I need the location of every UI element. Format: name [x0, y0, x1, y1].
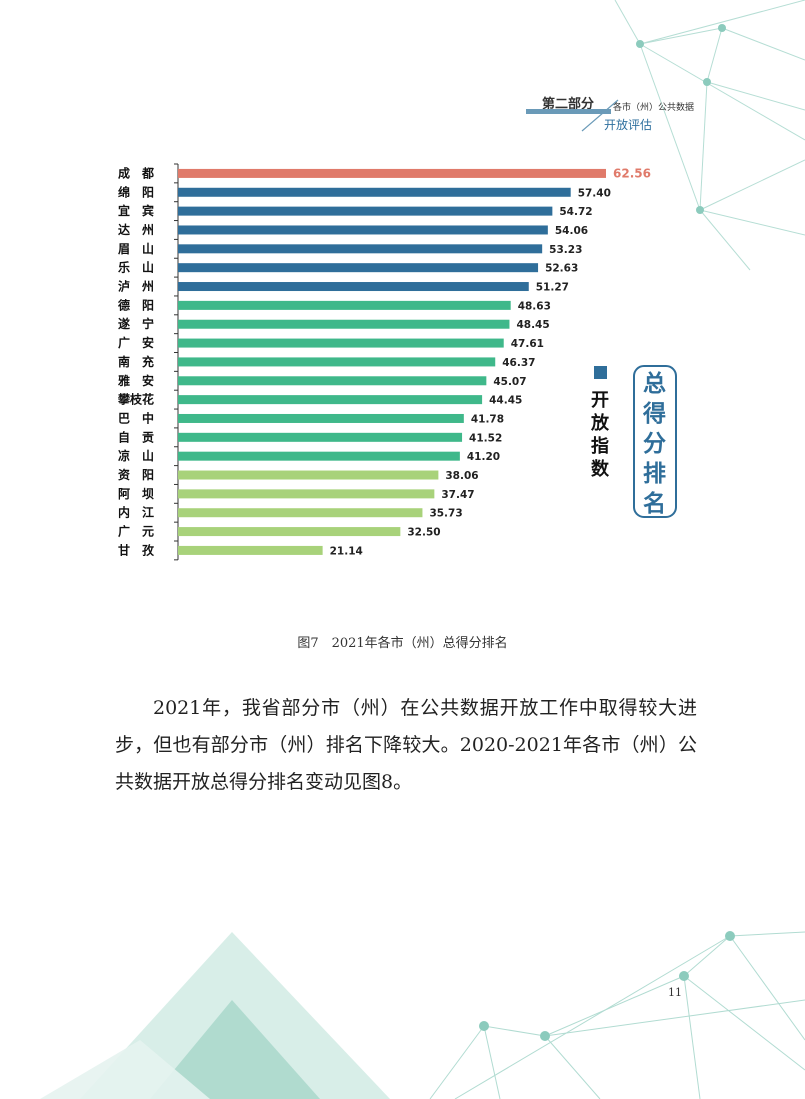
page-number: 11 [668, 986, 682, 999]
category-label: 凉 山 [118, 448, 154, 463]
category-label: 雅 安 [117, 373, 154, 388]
category-label: 宜 宾 [118, 203, 154, 218]
category-label: 南 充 [118, 354, 154, 369]
value-label: 54.06 [555, 225, 588, 237]
value-label: 37.47 [441, 489, 474, 501]
bar [178, 508, 423, 518]
category-label: 阿 坝 [118, 487, 154, 501]
category-label: 泸 州 [118, 279, 154, 294]
chart-legend: 开放指数 [588, 366, 612, 481]
bar [178, 489, 435, 499]
bar [178, 470, 439, 480]
bar [178, 319, 510, 329]
bar [178, 338, 504, 348]
bar [178, 395, 483, 405]
bar [178, 300, 511, 310]
figure-caption: 图7 2021年各市（州）总得分排名 [297, 636, 508, 651]
category-label: 乐 山 [118, 260, 154, 275]
header-bar [526, 109, 611, 114]
value-label: 48.63 [518, 300, 551, 312]
bar [178, 357, 496, 367]
value-label: 53.23 [549, 244, 582, 256]
bar [178, 282, 529, 292]
bar [178, 206, 553, 216]
bar [178, 451, 460, 461]
header-subtitle: 各市（州）公共数据 [613, 103, 695, 113]
bar [178, 225, 548, 235]
value-label: 51.27 [536, 282, 569, 294]
badge-title: 总得分排名 [643, 371, 666, 517]
value-label: 54.72 [559, 206, 592, 218]
category-label: 达 州 [118, 222, 154, 237]
value-label: 45.07 [493, 376, 526, 388]
category-label: 自 贡 [118, 429, 154, 444]
category-label: 甘 孜 [118, 542, 155, 557]
legend-label: 开放指数 [591, 390, 609, 480]
bar [178, 168, 606, 178]
value-label: 38.06 [445, 470, 478, 482]
ranking-badge: 总得分排名 [633, 365, 677, 518]
value-label: 41.52 [469, 432, 502, 444]
bar [178, 244, 543, 254]
category-label: 成 都 [118, 165, 154, 180]
category-label: 内 江 [118, 505, 154, 520]
value-label: 32.50 [407, 527, 440, 539]
header-topic: 开放评估 [604, 118, 653, 132]
value-label: 35.73 [429, 508, 462, 520]
bar [178, 545, 323, 555]
category-label: 广 元 [118, 524, 154, 539]
bar [178, 187, 571, 197]
category-label: 攀枝花 [118, 392, 154, 407]
ranking-bar-chart: 成 都 62.56 绵 阳 57.40 宜 宾 54.72 达 州 54.06 眉 山 53.23… [117, 163, 651, 561]
value-label: 46.37 [502, 357, 535, 369]
header-slash [581, 99, 619, 132]
body-paragraph: 2021年，我省部分市（州）在公共数据开放工作中取得较大进步，但也有部分市（州）… [115, 697, 697, 793]
bar [178, 263, 539, 273]
category-label: 巴 中 [118, 410, 154, 425]
value-label: 21.14 [330, 545, 363, 557]
category-label: 德 阳 [118, 297, 154, 312]
bar [178, 376, 487, 386]
category-label: 绵 阳 [118, 184, 154, 199]
value-label: 44.45 [489, 395, 522, 407]
bar [178, 527, 401, 537]
bar [178, 432, 463, 442]
value-label: 48.45 [516, 319, 549, 331]
header-section: 第二部分 [542, 97, 595, 112]
value-label: 62.56 [613, 166, 651, 180]
category-label: 资 阳 [118, 467, 154, 482]
category-label: 遂 宁 [118, 316, 154, 331]
value-label: 47.61 [511, 338, 544, 350]
category-label: 眉 山 [118, 241, 154, 256]
page-header: 第二部分 各市（州）公共数据 开放评估 [520, 88, 720, 138]
value-label: 57.40 [578, 187, 611, 199]
value-label: 41.20 [467, 451, 500, 463]
value-label: 52.63 [545, 263, 578, 275]
category-label: 广 安 [118, 335, 154, 350]
legend-swatch [593, 366, 607, 379]
bar [178, 413, 464, 423]
value-label: 41.78 [471, 413, 504, 425]
